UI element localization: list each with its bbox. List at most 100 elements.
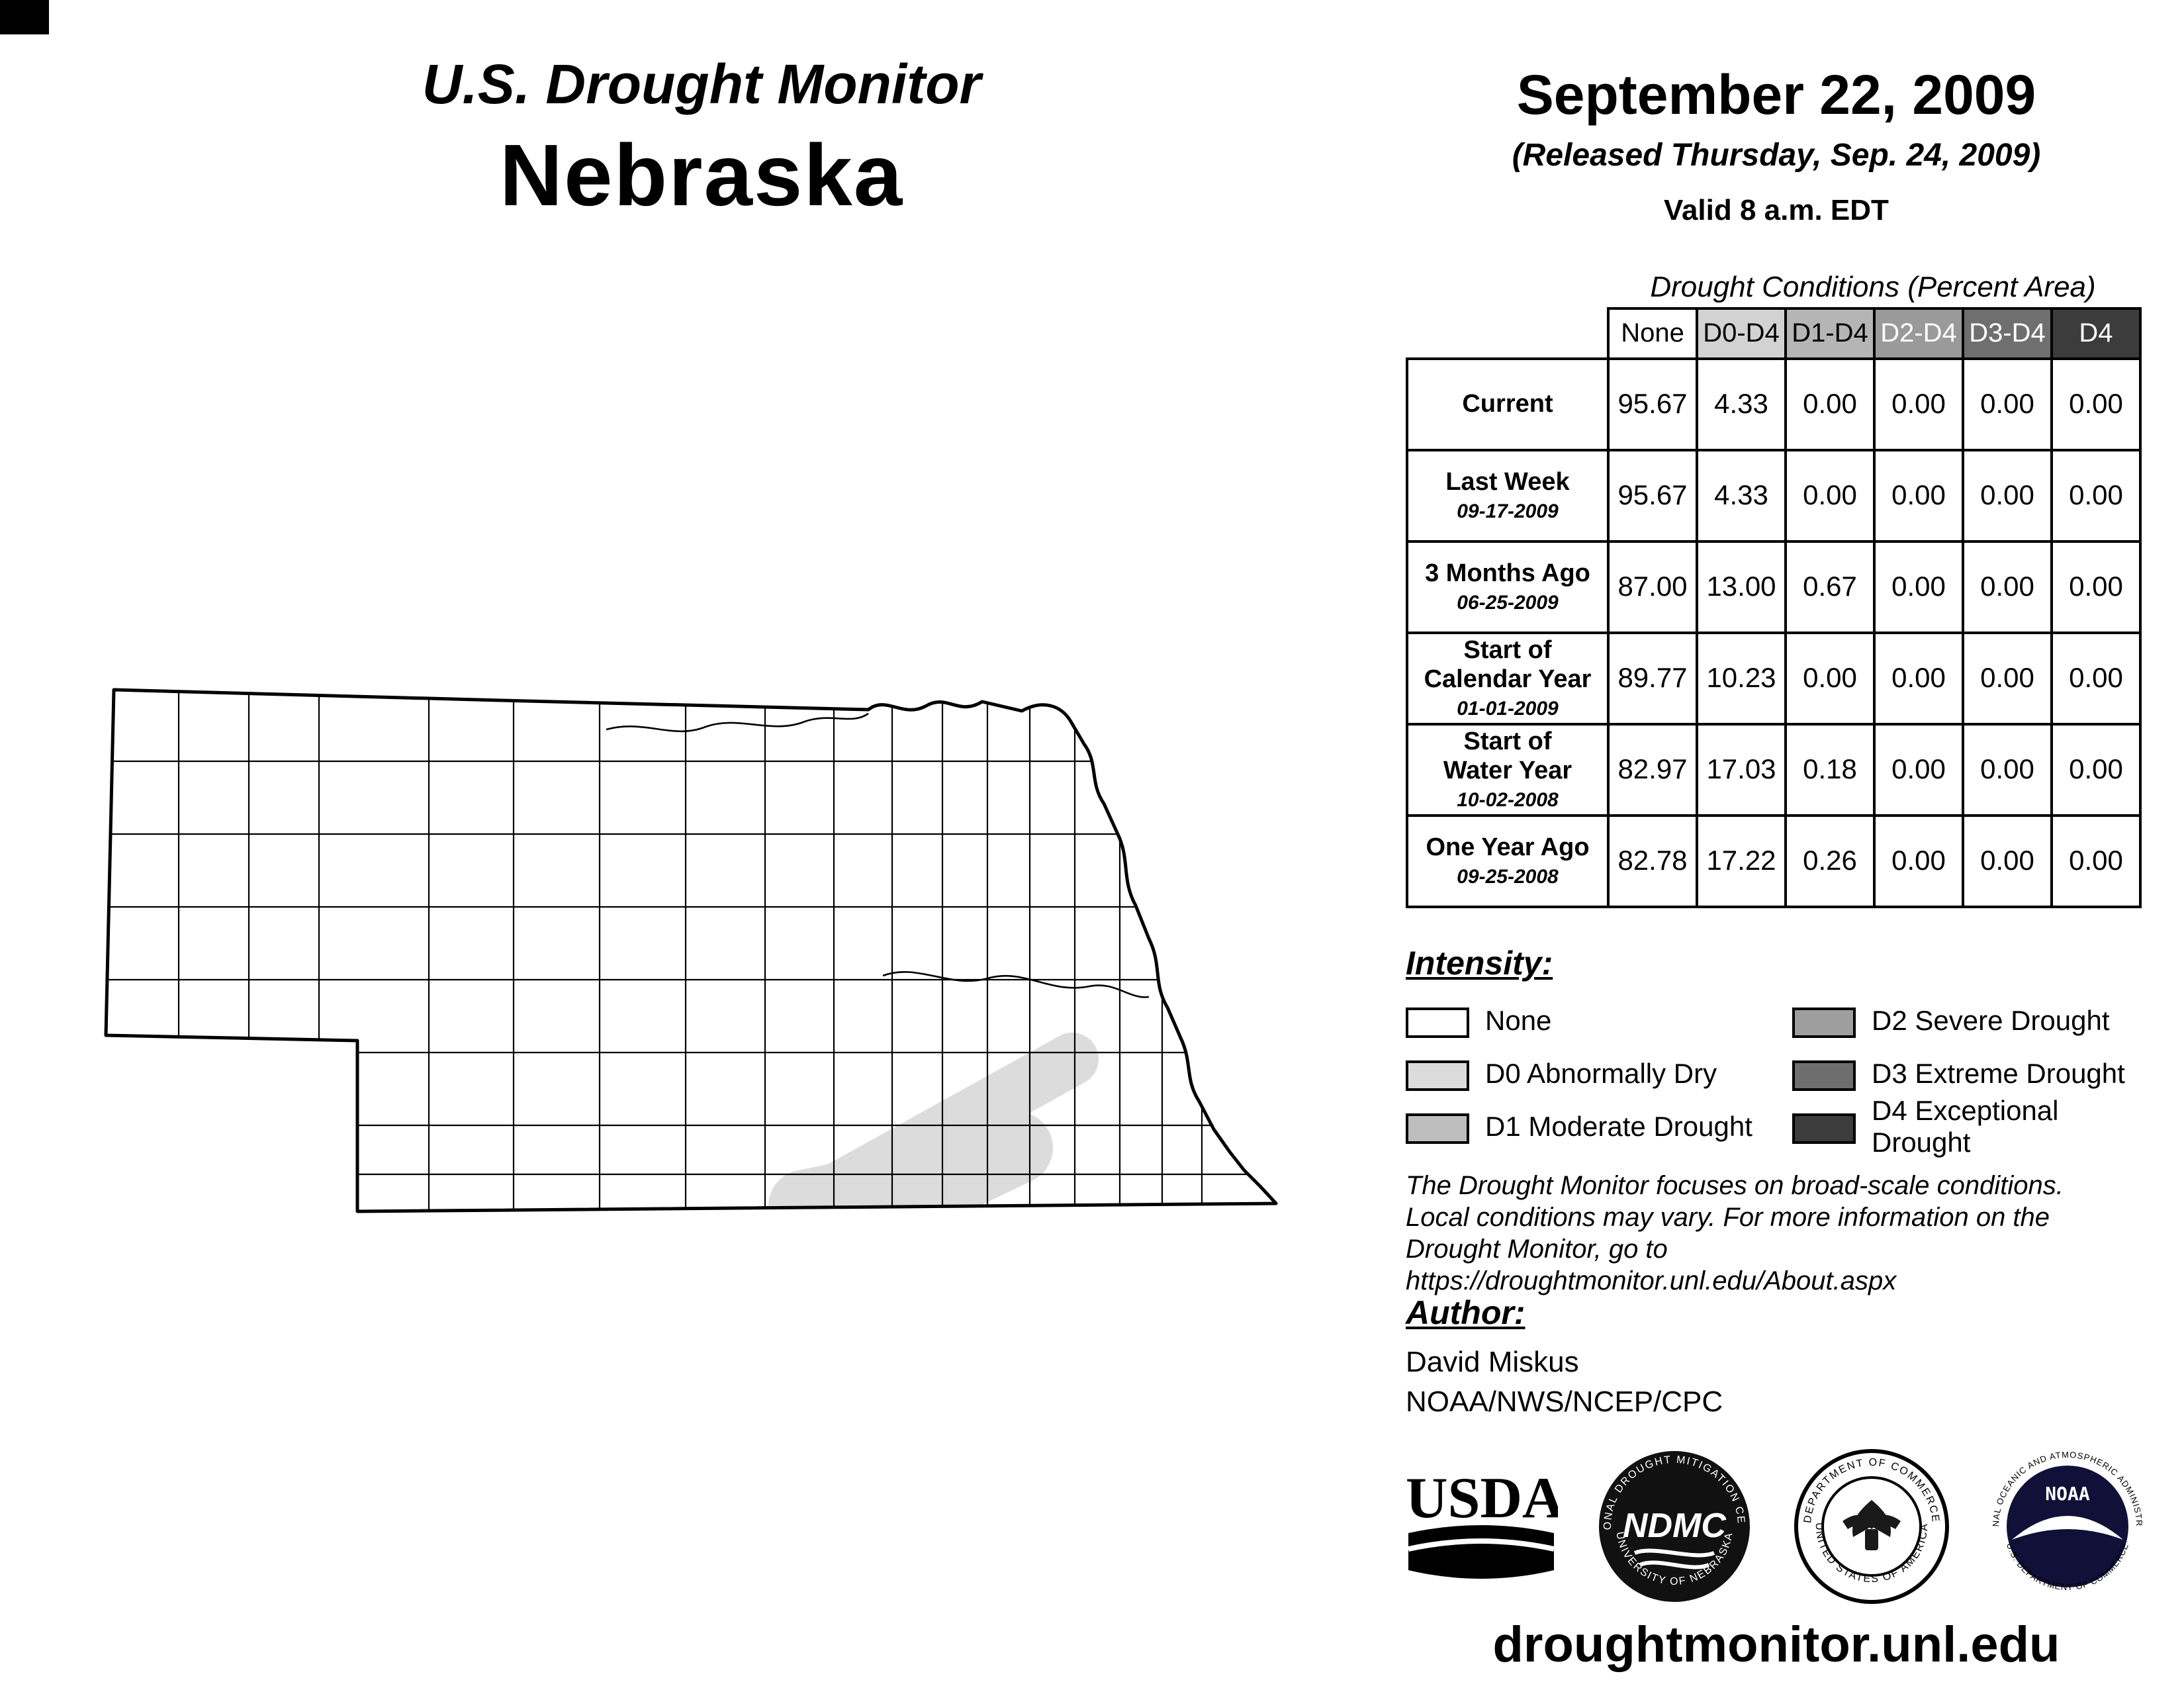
row-label: One Year Ago <box>1426 833 1590 862</box>
author-heading: Author: <box>1406 1295 1525 1332</box>
column-header-d4: D4 <box>2050 307 2142 360</box>
table-row-current: Current 95.67 4.33 0.00 0.00 0.00 0.00 <box>1406 357 2142 451</box>
legend-item-d1: D1 Moderate Drought <box>1406 1102 1792 1154</box>
value-cell: 0.00 <box>1873 632 1964 726</box>
legend-item-d2: D2 Severe Drought <box>1792 996 2147 1049</box>
row-label: Last Week <box>1445 468 1570 496</box>
release-date: (Released Thursday, Sep. 24, 2009) <box>1512 138 2041 173</box>
value-cell: 87.00 <box>1607 540 1698 634</box>
noaa-gull <box>2011 1516 2123 1540</box>
legend-label: D3 Extreme Drought <box>1872 1059 2125 1090</box>
usda-logo: USDA <box>1406 1466 1558 1578</box>
table-row-start-water-year: Start of Water Year 10-02-2008 82.97 17.… <box>1406 723 2142 817</box>
value-cell: 0.00 <box>1784 357 1876 451</box>
value-cell: 0.00 <box>1873 814 1964 908</box>
value-cell: 0.00 <box>2050 357 2142 451</box>
legend-label: D2 Severe Drought <box>1872 1006 2110 1037</box>
row-header: Current <box>1406 357 1610 451</box>
row-date: 01-01-2009 <box>1457 697 1559 720</box>
author-agency: NOAA/NWS/NCEP/CPC <box>1406 1385 1723 1418</box>
value-cell: 0.00 <box>2050 540 2142 634</box>
ndmc-disk <box>1599 1451 1751 1602</box>
table-row-start-calendar-year: Start of Calendar Year 01-01-2009 89.77 … <box>1406 632 2142 726</box>
drought-conditions-table: None D0-D4 D1-D4 D2-D4 D3-D4 D4 Current … <box>1406 307 2142 908</box>
doc-logo: DEPARTMENT OF COMMERCE UNITED STATES OF … <box>1794 1449 1949 1604</box>
table-header-row: None D0-D4 D1-D4 D2-D4 D3-D4 D4 <box>1407 307 2142 360</box>
value-cell: 0.18 <box>1784 723 1876 817</box>
legend-item-d4: D4 Exceptional Drought <box>1792 1096 2147 1158</box>
value-cell: 13.00 <box>1696 540 1787 634</box>
value-cell: 0.00 <box>1784 632 1876 726</box>
legend-swatch-d4 <box>1792 1113 1856 1143</box>
value-cell: 0.00 <box>1873 540 1964 634</box>
legend-label: D4 Exceptional Drought <box>1872 1096 2059 1158</box>
row-label: 3 Months Ago <box>1425 559 1590 588</box>
value-cell: 0.26 <box>1784 814 1876 908</box>
legend-title: Intensity: <box>1406 945 1553 982</box>
usda-swoosh-line <box>1408 1538 1555 1551</box>
legend-item-d0: D0 Abnormally Dry <box>1406 1049 1792 1102</box>
intensity-legend: None D0 Abnormally Dry D1 Moderate Droug… <box>1406 996 2147 1158</box>
value-cell: 95.67 <box>1607 449 1698 543</box>
value-cell: 0.00 <box>1962 723 2053 817</box>
river-lines <box>606 712 1150 998</box>
value-cell: 0.00 <box>1873 449 1964 543</box>
row-label: Current <box>1462 390 1553 418</box>
doc-eagle-emblem <box>1842 1500 1901 1550</box>
row-date: 09-17-2009 <box>1457 500 1559 524</box>
legend-swatch-d2 <box>1792 1007 1856 1037</box>
row-header: Last Week 09-17-2009 <box>1406 449 1610 543</box>
row-header: 3 Months Ago 06-25-2009 <box>1406 540 1610 634</box>
nebraska-state-outline <box>104 688 1278 1213</box>
value-cell: 95.67 <box>1607 357 1698 451</box>
legend-swatch-d0 <box>1406 1060 1469 1090</box>
value-cell: 0.00 <box>1962 632 2053 726</box>
value-cell: 0.00 <box>1962 449 2053 543</box>
usda-logo-text: USDA <box>1406 1466 1558 1530</box>
table-row-3-months-ago: 3 Months Ago 06-25-2009 87.00 13.00 0.67… <box>1406 540 2142 634</box>
report-title: U.S. Drought Monitor <box>422 53 981 115</box>
value-cell: 17.03 <box>1696 723 1787 817</box>
row-date: 10-02-2008 <box>1457 788 1559 812</box>
ndmc-wave <box>1639 1560 1710 1570</box>
value-cell: 0.00 <box>1962 357 2053 451</box>
legend-swatch-d1 <box>1406 1113 1469 1143</box>
value-cell: 0.00 <box>1873 723 1964 817</box>
value-cell: 17.22 <box>1696 814 1787 908</box>
value-cell: 4.33 <box>1696 357 1787 451</box>
row-label: Start of Calendar Year <box>1424 637 1592 693</box>
ndmc-logo: NATIONAL DROUGHT MITIGATION CENTER NDMC … <box>1596 1447 1751 1602</box>
disclaimer-line: The Drought Monitor focuses on broad-sca… <box>1406 1172 2064 1201</box>
corner-mark <box>0 0 49 34</box>
noaa-logo: NATIONAL OCEANIC AND ATMOSPHERIC ADMINIS… <box>1988 1447 2144 1602</box>
column-header-none: None <box>1607 307 1698 360</box>
info-panel: September 22, 2009 (Released Thursday, S… <box>1406 0 2147 1688</box>
column-header-d0-d4: D0-D4 <box>1696 307 1787 360</box>
ndmc-logo-text: NDMC <box>1623 1507 1727 1545</box>
value-cell: 0.00 <box>2050 814 2142 908</box>
legend-label: D0 Abnormally Dry <box>1485 1059 1717 1090</box>
table-row-last-week: Last Week 09-17-2009 95.67 4.33 0.00 0.0… <box>1406 449 2142 543</box>
legend-label: D1 Moderate Drought <box>1485 1112 1752 1143</box>
nebraska-drought-map <box>104 688 1278 1213</box>
map-background <box>106 690 1276 1211</box>
table-caption: Drought Conditions (Percent Area) <box>1650 270 2096 303</box>
legend-label: None <box>1485 1006 1552 1037</box>
legend-item-d3: D3 Extreme Drought <box>1792 1049 2147 1102</box>
value-cell: 0.00 <box>1873 357 1964 451</box>
row-header: One Year Ago 09-25-2008 <box>1406 814 1610 908</box>
row-date: 06-25-2009 <box>1457 592 1559 615</box>
disclaimer: The Drought Monitor focuses on broad-sca… <box>1406 1170 2147 1297</box>
title-block: U.S. Drought Monitor Nebraska <box>106 53 1297 225</box>
row-date: 09-25-2008 <box>1457 866 1559 889</box>
noaa-logo-text: NOAA <box>2045 1483 2090 1505</box>
state-name: Nebraska <box>499 126 904 224</box>
value-cell: 0.00 <box>2050 449 2142 543</box>
report-date: September 22, 2009 <box>1516 64 2036 126</box>
row-header: Start of Calendar Year 01-01-2009 <box>1406 632 1610 726</box>
value-cell: 0.67 <box>1784 540 1876 634</box>
legend-item-none: None <box>1406 996 1792 1049</box>
value-cell: 0.00 <box>1962 814 2053 908</box>
row-label: Start of Water Year <box>1443 728 1572 784</box>
